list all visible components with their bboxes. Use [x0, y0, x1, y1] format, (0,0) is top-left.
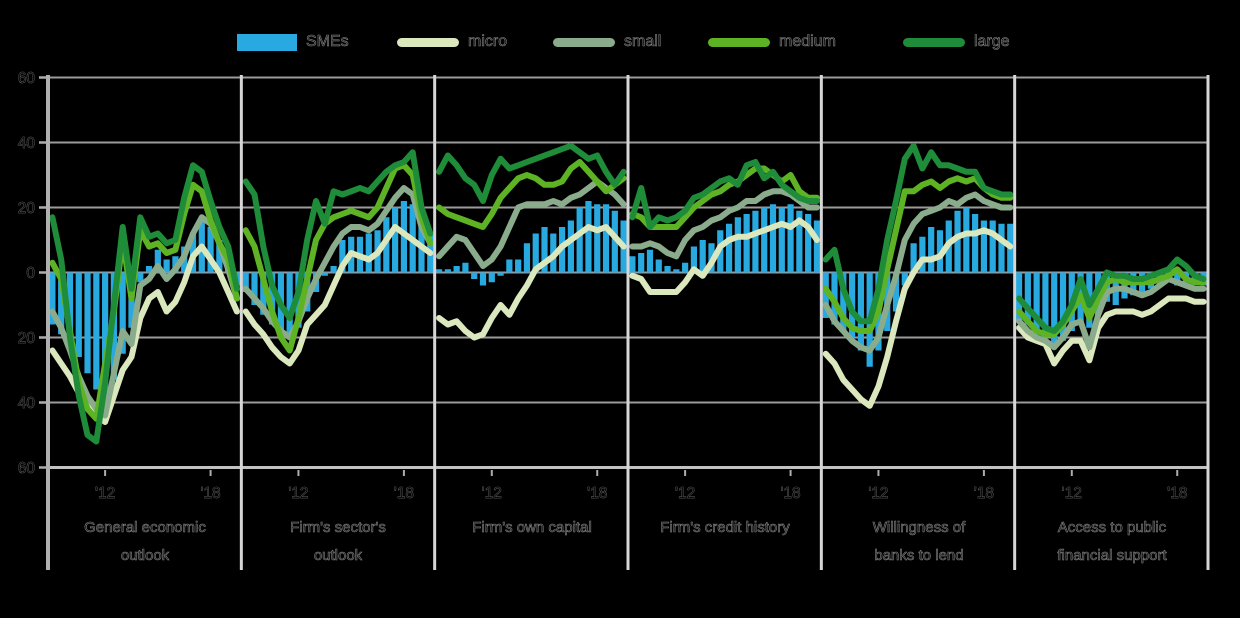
tick-label: '12: [95, 485, 115, 502]
legend-label-medium: medium: [779, 33, 836, 51]
line-micro: [629, 217, 820, 295]
panel-caption-firms-own-capital: Firm's own capital: [472, 519, 592, 537]
line-micro: [1016, 295, 1207, 367]
tick-label: '18: [587, 485, 607, 502]
tick-label: '18: [1167, 485, 1187, 502]
tick-label: '18: [394, 485, 414, 502]
line-medium: [629, 165, 820, 230]
line-large: [49, 162, 240, 445]
legend-item-micro: micro: [397, 32, 507, 52]
smes-bar-swatch-icon: [237, 33, 297, 51]
panel-caption-access-to-public-financial-support: Access to public financial support: [1057, 519, 1167, 565]
tick-label: '18: [974, 485, 994, 502]
tick-label: 60: [18, 70, 36, 87]
panel-caption-willingness-of-banks-to-lend: Willingness of banks to lend: [872, 519, 966, 565]
line-small: [822, 191, 1014, 354]
legend-item-small: small: [553, 32, 662, 52]
tick-label: 40: [18, 395, 36, 412]
legend-label-small: small: [624, 33, 662, 51]
legend: SMEs micro small medium large: [0, 0, 1240, 60]
line-small: [436, 178, 627, 269]
tick-label: 60: [18, 460, 36, 477]
tick-label: '12: [675, 485, 695, 502]
line-large: [629, 159, 820, 230]
line-small: [1016, 276, 1207, 351]
panel-3: '12 '18: [629, 159, 821, 502]
panel-4: '12 '18: [822, 142, 1014, 502]
legend-label-large: large: [974, 33, 1010, 51]
line-large: [242, 149, 434, 321]
line-medium: [1016, 266, 1207, 338]
legend-label-smes: SMEs: [306, 33, 349, 51]
panel-caption-firms-sectors-outlook: Firm's sector's outlook: [290, 519, 386, 565]
legend-item-large: large: [903, 32, 1010, 52]
tick-label: '18: [200, 485, 220, 502]
panel-2: '12 '18: [435, 142, 627, 502]
medium-line-swatch-icon: [708, 37, 770, 47]
line-small: [629, 188, 820, 260]
small-line-swatch-icon: [553, 37, 615, 47]
tick-label: '12: [482, 485, 502, 502]
legend-item-medium: medium: [708, 32, 836, 52]
tick-label: 20: [18, 330, 36, 347]
tick-label: '12: [288, 485, 308, 502]
tick-label: '12: [1062, 485, 1082, 502]
line-micro: [436, 224, 627, 341]
panel-borders: [46, 75, 1210, 570]
panel-5: '12 '18: [1015, 256, 1207, 502]
line-medium: [242, 162, 434, 354]
line-micro: [242, 224, 434, 367]
legend-item-smes: SMEs: [237, 32, 349, 52]
line-large: [822, 142, 1014, 325]
tick-label: 40: [18, 135, 36, 152]
panel-0: '12 '18: [49, 162, 241, 502]
panel-caption-firms-credit-history: Firm's credit history: [660, 519, 790, 537]
panel-1: '12 '18: [242, 149, 434, 502]
panel-caption-general-economic-outlook: General economic outlook: [84, 519, 206, 565]
line-medium: [436, 159, 627, 230]
micro-line-swatch-icon: [397, 37, 459, 47]
tick-label: 0: [26, 265, 35, 282]
line-medium: [49, 181, 240, 422]
line-micro: [822, 227, 1014, 409]
tick-label: '12: [868, 485, 888, 502]
tick-label: 20: [18, 200, 36, 217]
large-line-swatch-icon: [903, 37, 965, 47]
line-large: [1016, 256, 1207, 334]
line-small: [49, 214, 240, 419]
legend-label-micro: micro: [468, 33, 508, 51]
tick-label: '18: [780, 485, 800, 502]
line-large: [436, 142, 627, 204]
